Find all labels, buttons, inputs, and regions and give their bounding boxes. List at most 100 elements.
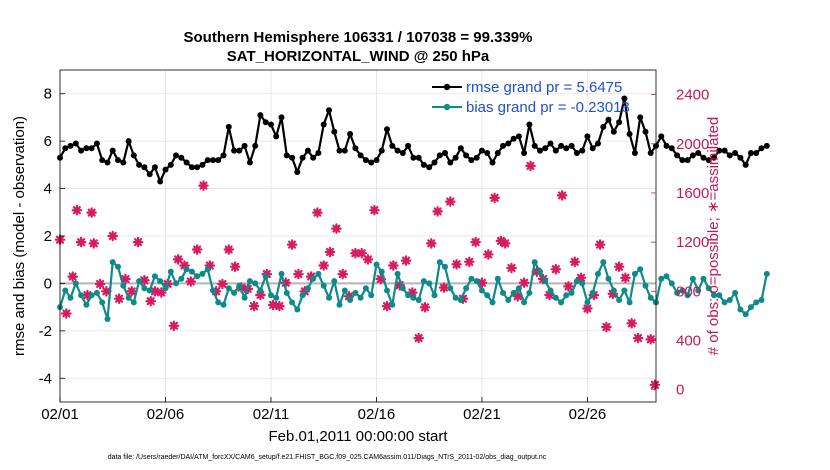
bias-point [62,287,69,294]
bias-point [310,275,317,282]
bias-point [67,294,74,301]
bias-point [489,299,496,306]
rmse-point [331,128,338,135]
rmse-point [83,145,90,152]
rmse-point [473,154,480,161]
obs-assimilated-point [132,236,144,248]
rmse-point [246,159,253,166]
rmse-point [320,121,327,128]
y-right-tick-label: 400 [676,333,701,350]
obs-assimilated-point [101,286,112,297]
bias-point [726,297,733,303]
bias-point [362,285,369,292]
rmse-point [747,150,754,156]
rmse-point [357,152,364,159]
obs-assimilated-point [476,277,488,288]
bias-point [695,287,702,294]
bias-point [758,297,765,303]
rmse-point [109,147,116,154]
rmse-point [489,159,496,166]
obs-assimilated-point [626,318,637,329]
obs-assimilated-point [575,272,587,284]
rmse-point [146,171,153,178]
obs-assimilated-point [267,299,279,311]
bias-point [315,270,322,277]
bias-point [674,289,681,296]
obs-assimilated-point [71,204,83,216]
obs-assimilated-point [388,260,399,271]
rmse-point [99,157,106,164]
obs-assimilated-point [145,295,156,307]
rmse-point [668,145,675,152]
bias-point [283,289,290,296]
obs-assimilated-point [525,160,536,172]
y-axis-right-ticks: 0 400 800 1200 1600 2000 2400 [651,87,709,399]
rmse-point [568,142,575,149]
rmse-point [526,121,533,128]
bias-point [663,273,670,280]
bias-point [231,289,238,296]
rmse-point [584,133,591,140]
legend: rmse grand pr = 5.6475 bias grand pr = -… [432,79,630,116]
rmse-point [684,157,691,164]
bias-point [210,287,216,294]
bias-point [763,270,770,277]
data-file-footer: data file: /Users/raeder/DAI/ATM_forcXX/… [108,454,547,461]
x-tick-label: 02/06 [147,406,185,423]
bias-point [109,259,116,266]
bias-point [747,304,754,311]
obs-assimilated-point [594,239,606,250]
legend-rmse-marker [443,83,451,91]
rmse-point [521,150,528,156]
bias-point [526,289,533,296]
obs-assimilated-point [204,260,216,271]
bias-point [642,282,649,289]
bias-point [151,273,158,280]
bias-point [637,266,644,273]
bias-point [215,299,222,306]
obs-assimilated-point [620,272,631,284]
y-axis-left-label: rmse and bias (model - observation) [11,116,28,356]
obs-assimilated-point [483,249,494,260]
bias-point [262,273,269,280]
x-tick-label: 02/16 [358,406,396,423]
bias-point [194,273,201,280]
bias-point [689,275,696,282]
bias-point [542,278,549,285]
y-left-tick-label: 4 [44,181,52,198]
bias-point [463,285,470,292]
bias-point [88,292,95,299]
bias-point [399,285,406,292]
rmse-point [610,128,617,135]
obs-assimilated-point [531,266,543,277]
rmse-point [199,161,206,168]
bias-point [78,292,85,299]
obs-assimilated-point [489,192,500,204]
rmse-point [463,152,470,159]
rmse-point [705,157,712,164]
bias-point [347,297,354,303]
rmse-point [299,154,306,161]
rmse-point [252,142,259,149]
bias-point [389,301,396,308]
rmse-point [420,161,427,168]
rmse-point [389,142,396,149]
rmse-point [78,147,85,154]
legend-rmse-label: rmse grand pr = 5.6475 [466,79,622,96]
bias-point [183,266,190,273]
rmse-point [241,142,248,149]
obs-assimilated-point [375,273,386,285]
rmse-point [721,147,728,154]
y-left-tick-label: 2 [44,228,52,245]
rmse-point [194,164,201,171]
rmse-point [542,145,549,152]
rmse-point [268,121,274,128]
obs-assimilated-point [210,286,222,297]
bias-point [442,263,448,270]
rmse-point [510,135,517,142]
obs-assimilated-point [324,246,336,258]
bias-point [125,294,132,301]
rmse-point [689,152,696,159]
bias-point [326,294,332,301]
bias-point [336,301,343,308]
